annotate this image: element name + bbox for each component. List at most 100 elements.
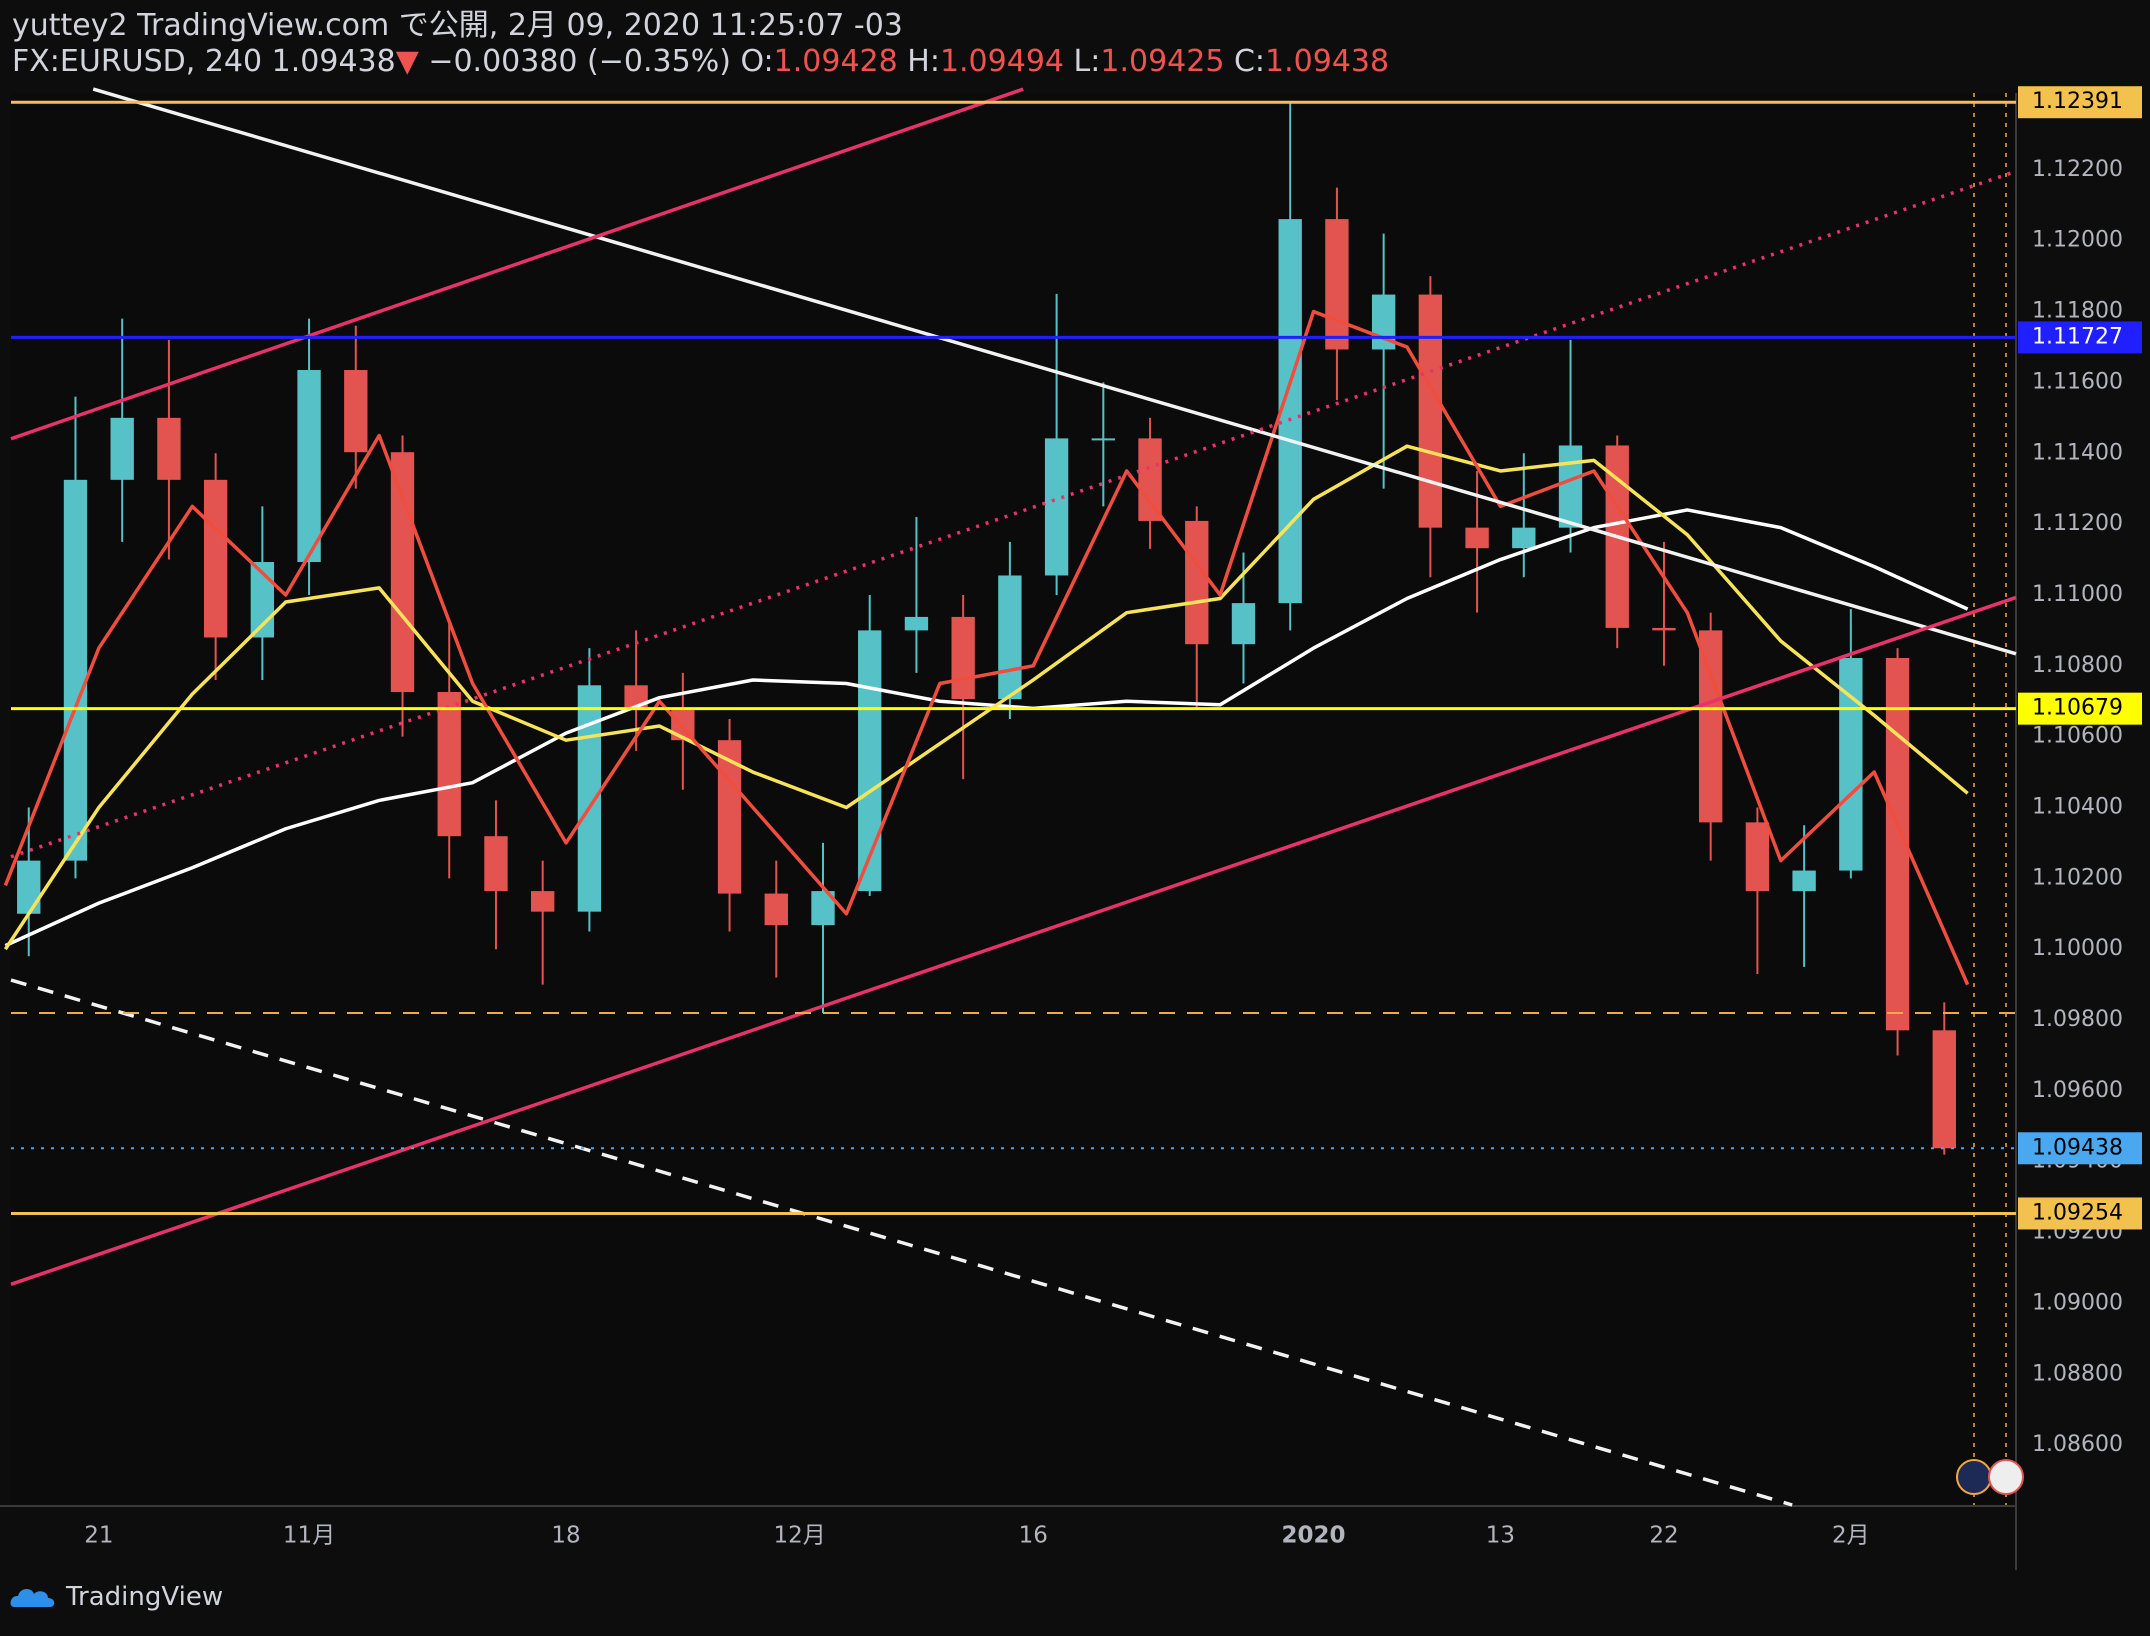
candle-body (484, 836, 508, 892)
o-label: O: (740, 44, 774, 79)
price-level-tag (2018, 321, 2142, 354)
candle-body (811, 891, 835, 926)
trend-line (10, 595, 2017, 1286)
candle-body (764, 893, 788, 926)
c-label: C: (1233, 44, 1266, 79)
y-tick-label: 1.10400 (2032, 795, 2123, 820)
candle-body (998, 575, 1022, 700)
x-tick-label: 12月 (773, 1523, 825, 1549)
candle-body (1418, 294, 1443, 528)
trend-line (10, 87, 1024, 441)
candle-body (1745, 822, 1770, 892)
x-tick-label: 11月 (283, 1523, 335, 1549)
candle-body (1652, 627, 1676, 631)
x-tick-label: 2020 (1282, 1523, 1346, 1549)
price-level-tag (2018, 86, 2142, 119)
y-tick-label: 1.10200 (2032, 865, 2123, 890)
candle-body (1278, 219, 1302, 604)
candle-body (1325, 219, 1349, 350)
candle-body (1839, 658, 1863, 871)
logo (10, 1588, 55, 1607)
price-level-tag (2018, 1132, 2142, 1165)
candle-body (1792, 870, 1816, 892)
candle-body (951, 616, 975, 700)
candle-body (1558, 445, 1583, 528)
candle-body (1231, 603, 1256, 645)
trend-line (92, 87, 2017, 656)
candle-body (297, 370, 321, 563)
y-tick-label: 1.09600 (2032, 1078, 2123, 1103)
candle-body (110, 417, 134, 480)
y-tick-label: 1.08800 (2032, 1361, 2123, 1386)
candle-body (530, 891, 555, 912)
price-level-label: 1.10679 (2032, 696, 2123, 721)
y-tick-label: 1.11400 (2032, 440, 2123, 465)
price-level-label: 1.09438 (2032, 1135, 2123, 1160)
h-value: 1.09494 (939, 44, 1064, 79)
y-tick-label: 1.10800 (2032, 653, 2123, 678)
logo-shape (10, 1588, 55, 1607)
trend-line (10, 978, 1793, 1507)
candle-body (717, 740, 742, 894)
candle-body (1091, 438, 1115, 441)
candle-body (63, 479, 88, 861)
price-level-tag (2018, 1197, 2142, 1230)
candle-body (390, 452, 415, 693)
y-tick-label: 1.11200 (2032, 511, 2123, 536)
c-value: 1.09438 (1265, 44, 1390, 79)
plot-area (11, 93, 2016, 1505)
change: −0.00380 (−0.35%) (428, 44, 731, 79)
header: yuttey2 TradingView.com で公開, 2月 09, 2020… (12, 8, 1389, 80)
y-tick-label: 1.10000 (2032, 936, 2123, 961)
candle-body (1932, 1030, 1956, 1149)
y-tick-label: 1.12200 (2032, 157, 2123, 182)
price-level-tag (2018, 692, 2142, 725)
o-value: 1.09428 (773, 44, 898, 79)
l-label: L: (1073, 44, 1101, 79)
candle-body (577, 685, 602, 912)
brand: TradingView (66, 1582, 224, 1612)
candle-body (1044, 438, 1069, 576)
moving-average (3, 444, 1969, 951)
x-tick-label: 18 (551, 1523, 580, 1549)
y-tick-label: 1.10600 (2032, 724, 2123, 749)
y-tick-label: 1.09800 (2032, 1007, 2123, 1032)
header-line1: yuttey2 TradingView.com で公開, 2月 09, 2020… (12, 8, 903, 43)
y-tick-label: 1.09000 (2032, 1290, 2123, 1315)
x-tick-label: 16 (1019, 1523, 1048, 1549)
price-level-label: 1.09254 (2032, 1200, 2123, 1225)
x-tick-label: 22 (1649, 1523, 1678, 1549)
x-tick-label: 21 (84, 1523, 113, 1549)
candle-body (344, 370, 368, 453)
candle-body (858, 630, 882, 892)
candle-body (1138, 438, 1162, 521)
y-tick-label: 1.11000 (2032, 582, 2123, 607)
y-tick-label: 1.11800 (2032, 299, 2123, 324)
y-tick-label: 1.11600 (2032, 369, 2123, 394)
candle-body (1465, 527, 1489, 549)
candle-body (904, 616, 929, 631)
y-tick-label: 1.08600 (2032, 1432, 2123, 1457)
candle-body (17, 860, 41, 914)
price-level-label: 1.11727 (2032, 324, 2123, 349)
h-label: H: (907, 44, 940, 79)
x-tick-label: 2月 (1832, 1523, 1870, 1549)
footer: TradingView (10, 1582, 223, 1612)
candle-body (437, 692, 461, 837)
candle-body (1699, 630, 1723, 823)
candle-body (1512, 527, 1536, 549)
price-level-label: 1.12391 (2032, 89, 2123, 114)
event-icon[interactable] (1956, 1459, 1992, 1495)
event-icon[interactable] (1988, 1459, 2024, 1495)
moving-average (4, 508, 1969, 948)
candle-body (1885, 658, 1910, 1031)
y-tick-label: 1.12000 (2032, 228, 2123, 253)
x-tick-label: 13 (1486, 1523, 1515, 1549)
symbol: FX:EURUSD, 240 1.09438 (12, 44, 396, 79)
l-value: 1.09425 (1100, 44, 1225, 79)
arrow: ▼ (395, 44, 419, 79)
candle-body (157, 417, 181, 480)
candle-body (203, 479, 228, 638)
